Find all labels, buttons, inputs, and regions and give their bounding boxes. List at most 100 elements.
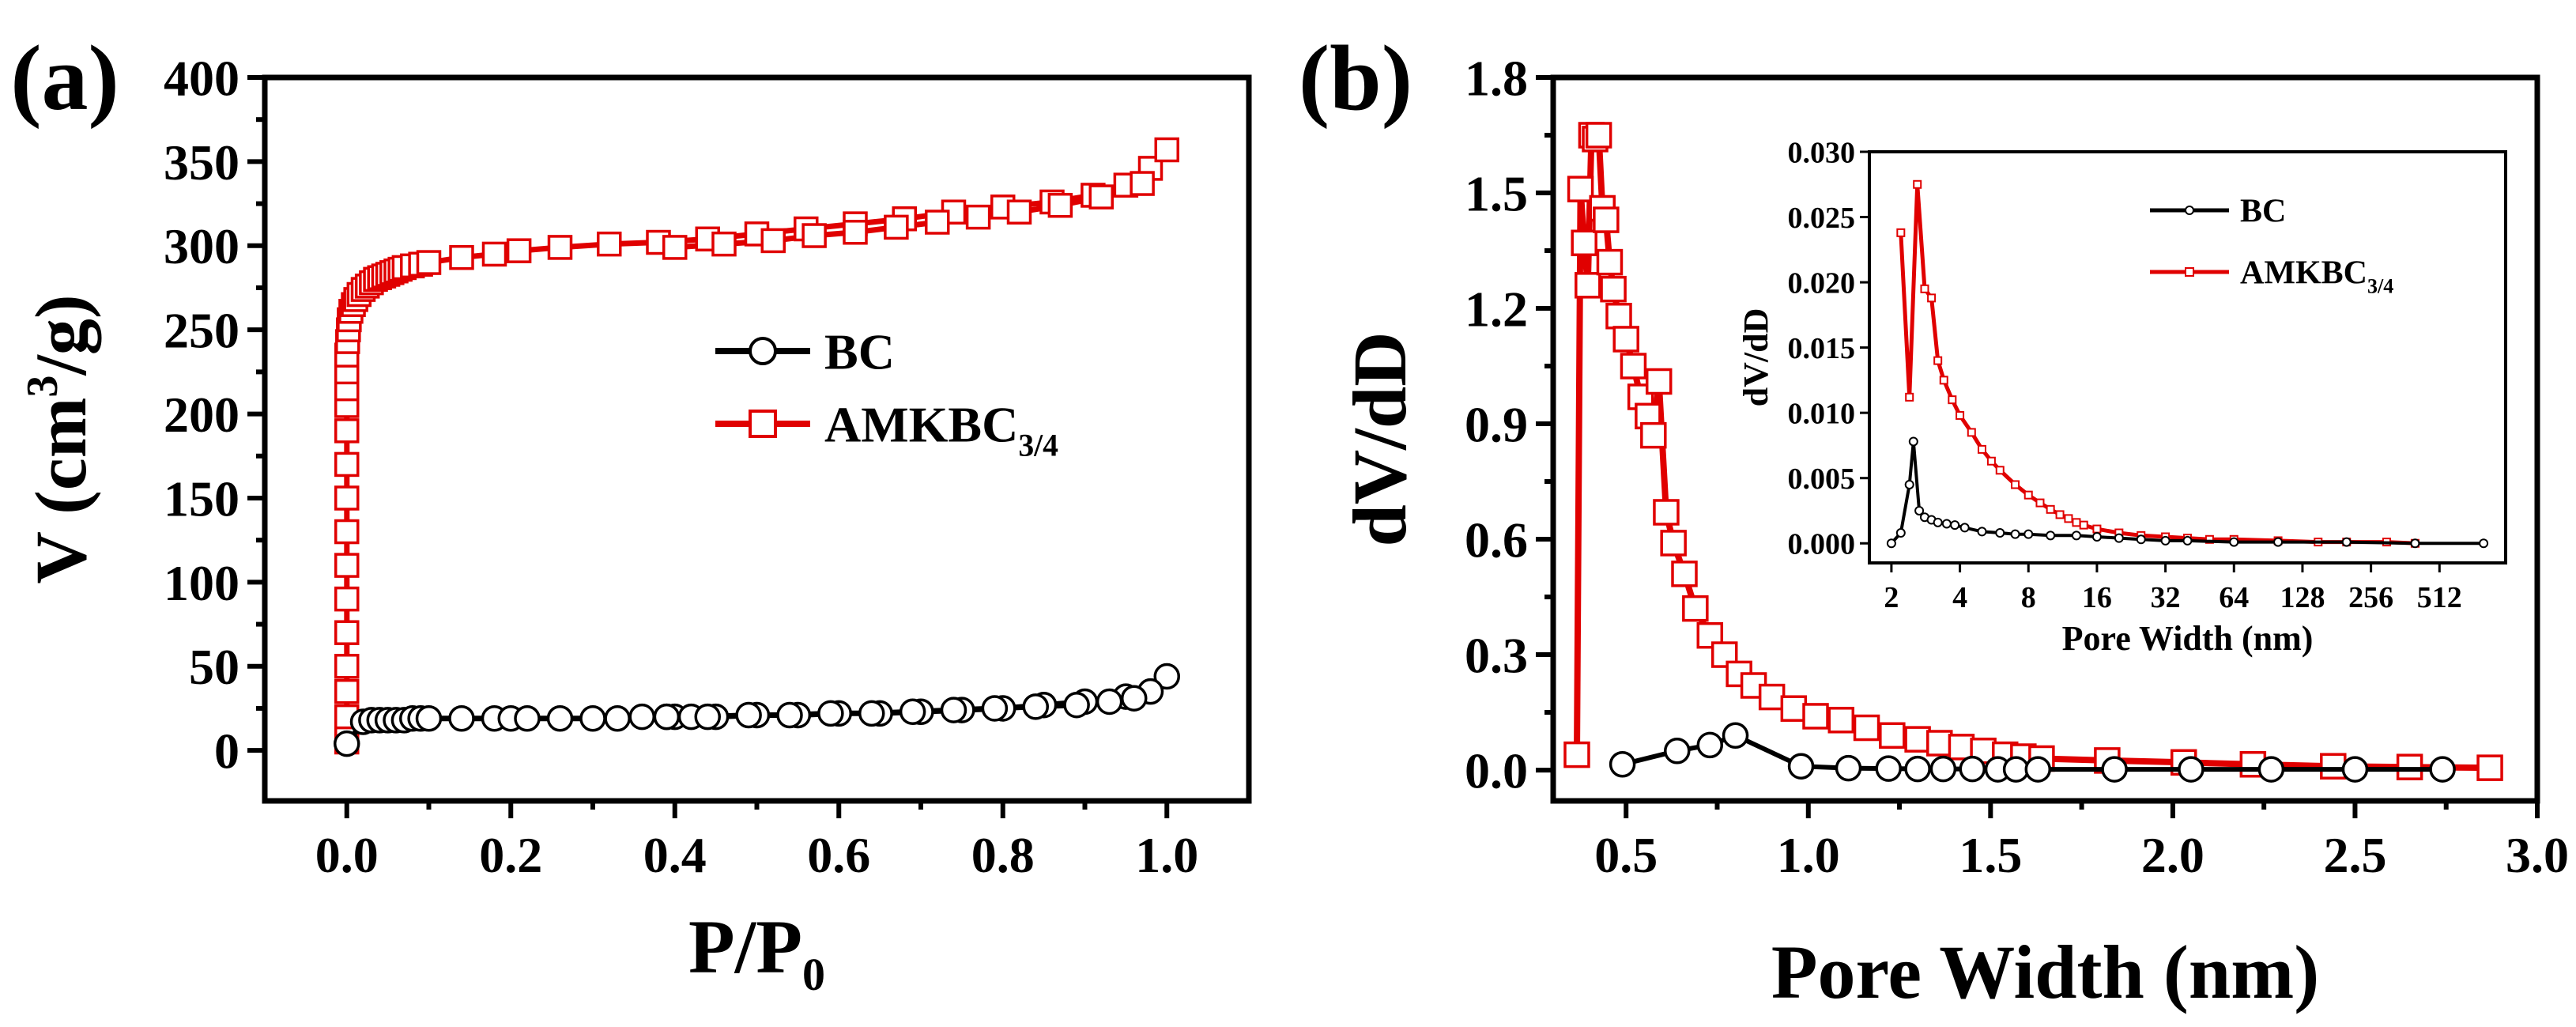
panel-b-x-axis-label: Pore Width (nm): [1771, 930, 2319, 1014]
panel-a-data-point: [925, 210, 950, 235]
panel-a-data-point: [965, 204, 991, 230]
panel-a-x-tick-label: 0.2: [479, 827, 542, 883]
panel-a-x-tick-label: 0.6: [807, 827, 870, 883]
inset-legend-entry: BC: [2150, 194, 2286, 230]
inset-legend-label-sub: 3/4: [2367, 274, 2393, 297]
panel-a-x-label-sub: 0: [802, 949, 825, 1000]
panel-b-data-point: [1780, 695, 1808, 722]
panel-b-data-point: [1758, 683, 1786, 711]
inset-data-point: [1905, 392, 1914, 402]
inset-x-tick-label: 2: [1884, 581, 1899, 614]
panel-b-data-point: [1671, 561, 1698, 587]
panel-b-y-tick-label: 0.0: [1465, 742, 1528, 799]
panel-a-series-amkbc34: [334, 137, 1179, 755]
panel-b-data-point: [1664, 737, 1691, 765]
panel-b-data-point: [2024, 756, 2052, 783]
inset-x-tick-label: 16: [2082, 581, 2112, 614]
panel-a-data-point: [760, 228, 786, 254]
panel-b-data-point: [1612, 326, 1639, 353]
panel-a-data-point: [334, 620, 360, 645]
panel-b-data-point: [1575, 272, 1601, 299]
panel-b-data-point: [1593, 206, 1620, 233]
panel-a-legend-entry: BC: [715, 323, 895, 379]
panel-a-data-point: [662, 235, 688, 260]
panel-b-data-point: [1563, 741, 1590, 768]
panel-b-y-tick-label: 0.3: [1465, 627, 1528, 683]
inset-data-point: [1886, 538, 1896, 549]
panel-b-y-tick-label: 1.8: [1465, 50, 1528, 106]
inset-data-point: [1967, 428, 1976, 437]
inset-x-axis-label: Pore Width (nm): [2062, 619, 2314, 658]
inset-data-point: [1977, 444, 1986, 454]
inset-data-point: [1895, 528, 1906, 538]
panel-b: (b) 0.5 1.0 1.5 2.0 2.5 3.0 0.0 0.3 0.6 0.9 1.2 1.5 1…: [1299, 26, 2569, 1014]
panel-b-y-tick-label: 0.9: [1465, 396, 1528, 452]
panel-a-y-tick-label: 400: [164, 50, 239, 106]
panel-a-data-point: [1063, 691, 1090, 719]
inset-legend-label: BC: [2240, 194, 2286, 230]
panel-a-y-label-tail: /g): [21, 294, 101, 376]
inset-axes-frame: [1868, 150, 2507, 564]
panel-b-data-point: [1827, 707, 1855, 734]
panel-a-legend-label-text: BC: [824, 323, 895, 379]
panel-a-data-point: [940, 697, 967, 723]
inset-data-point: [1939, 376, 1948, 385]
inset-data-point: [2046, 504, 2055, 514]
panel-b-data-point: [1948, 734, 1975, 761]
panel-b-label: (b): [1299, 26, 1412, 130]
panel-a-data-point: [604, 704, 631, 732]
inset-y-tick-label: 0.000: [1788, 528, 1856, 561]
panel-a-data-point: [711, 231, 737, 257]
inset-x-tick-label: 64: [2219, 581, 2249, 614]
panel-a-data-point: [334, 586, 360, 612]
panel-b-y-tick-label: 0.6: [1465, 512, 1528, 568]
inset-data-point: [2229, 537, 2239, 547]
inset-data-point: [2204, 534, 2214, 544]
inset-data-point: [2092, 524, 2102, 534]
panel-b-x-tick-label: 1.0: [1777, 827, 1840, 883]
panel-b-data-point: [1959, 755, 1986, 783]
panel-a-data-point: [1006, 199, 1032, 225]
inset-legend-label-text: BC: [2240, 194, 2286, 230]
inset-data-point: [2072, 518, 2081, 527]
inset-y-tick-label: 0.005: [1788, 463, 1856, 496]
panel-a-legend-label-text: AMKBC: [824, 396, 1018, 452]
panel-a-y-label-main: V (cm: [21, 398, 101, 584]
inset-data-point: [2023, 490, 2033, 500]
panel-a-data-point: [1153, 663, 1180, 690]
inset-data-point: [2011, 480, 2020, 489]
panel-b-data-point: [1660, 530, 1687, 557]
panel-a-data-point: [514, 704, 541, 732]
inset-data-point: [1896, 228, 1906, 237]
panel-b-x-tick-label: 3.0: [2506, 827, 2569, 883]
panel-b-data-point: [1802, 703, 1829, 730]
panel-a-data-point: [334, 451, 360, 478]
panel-b-data-point: [1853, 714, 1880, 742]
panel-a-y-axis-label: V (cm3/g): [18, 294, 101, 583]
panel-b-data-point: [1571, 229, 1597, 257]
inset-legend-label: AMKBC3/4: [2240, 255, 2393, 298]
inset-data-point: [1908, 436, 1918, 447]
inset-data-point: [1956, 410, 1965, 420]
inset-data-point: [1986, 456, 1996, 466]
panel-a-label: (a): [10, 26, 119, 130]
panel-b-data-point: [1787, 753, 1815, 780]
panel-a-data-point: [579, 704, 606, 732]
panel-a-data-point: [628, 703, 655, 731]
panel-b-x-tick-label: 1.5: [1959, 827, 2022, 883]
panel-b-data-point: [1904, 726, 1931, 753]
panel-b-data-point: [1605, 303, 1632, 330]
panel-a-legend-label-sub: 3/4: [1018, 428, 1058, 463]
panel-a-data-point: [858, 700, 885, 727]
panel-b-series-bc: [1609, 722, 2456, 783]
inset-data-point: [1995, 528, 2005, 538]
panel-b-data-point: [1645, 368, 1673, 395]
inset-x-tick-label: 32: [2151, 581, 2181, 614]
panel-b-data-point: [2320, 753, 2347, 780]
panel-a-data-point: [776, 701, 803, 729]
panel-a: (a) 0.0 0.2 0.4 0.6 0.8 1.0 0 50 100 150 200 250 300 3…: [10, 26, 1252, 1000]
inset-legend-label-text: AMKBC: [2240, 255, 2367, 292]
inset-data-point: [1920, 284, 1929, 293]
panel-a-data-point: [1022, 693, 1049, 720]
